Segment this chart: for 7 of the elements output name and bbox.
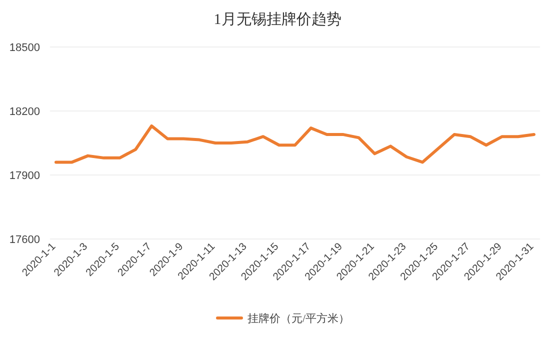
chart-title: 1月无锡挂牌价趋势 <box>214 11 342 28</box>
y-tick-label: 18500 <box>9 42 40 54</box>
legend-label: 挂牌价（元/平方米） <box>248 312 350 325</box>
line-series <box>54 124 536 164</box>
y-tick-label: 18200 <box>9 106 40 118</box>
y-tick-label: 17900 <box>9 170 40 182</box>
y-tick-label: 17600 <box>9 234 40 246</box>
